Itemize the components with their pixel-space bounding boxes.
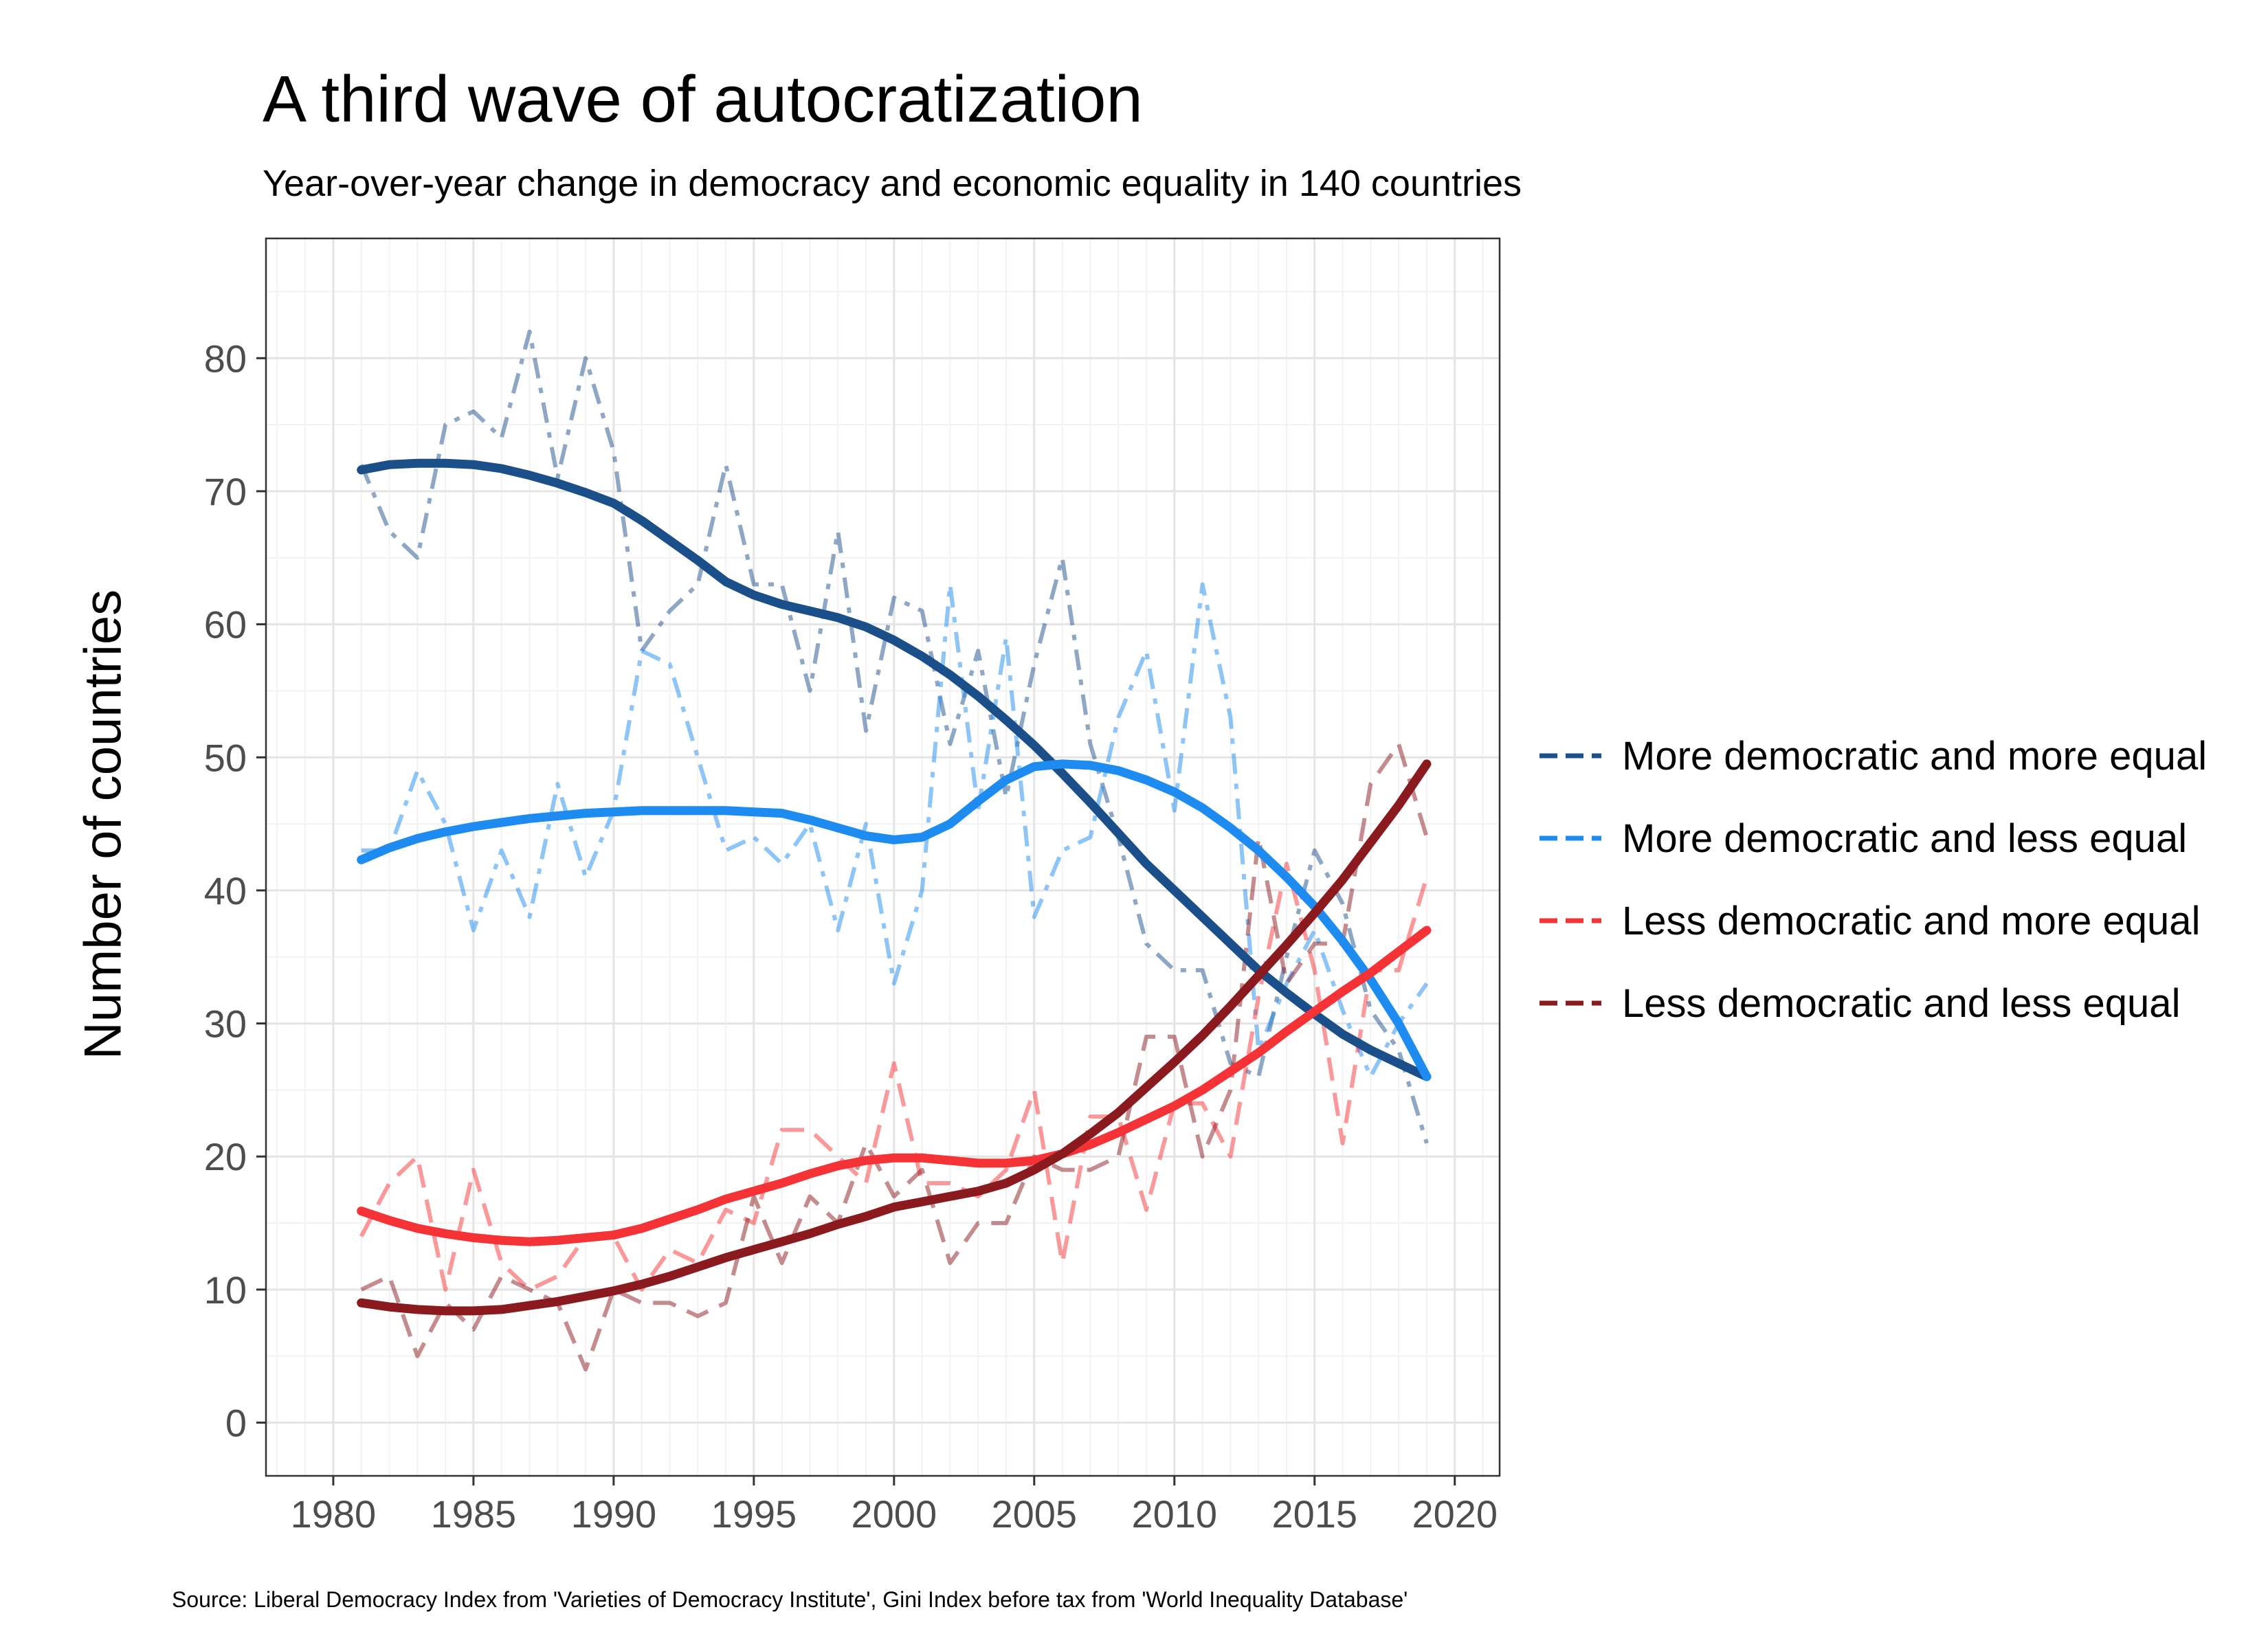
raw-line-4 xyxy=(360,741,1429,1372)
x-tick-label: 1995 xyxy=(711,1492,797,1536)
raw-line-3 xyxy=(359,862,1429,1292)
chart-subtitle: Year-over-year change in democracy and e… xyxy=(263,163,1522,204)
x-tick-label: 1980 xyxy=(291,1492,377,1536)
source-caption: Source: Liberal Democracy Index from 'Va… xyxy=(172,1587,1408,1612)
x-tick-label: 1985 xyxy=(431,1492,517,1536)
y-tick-label: 10 xyxy=(204,1268,247,1312)
y-tick-label: 80 xyxy=(204,337,247,380)
major-gridlines xyxy=(266,238,1500,1476)
x-tick-label: 2020 xyxy=(1412,1492,1498,1536)
legend-label: More democratic and more equal xyxy=(1622,733,2208,778)
legend-label: Less democratic and less equal xyxy=(1622,980,2181,1026)
trend-line-3 xyxy=(357,926,1432,1246)
y-tick-label: 60 xyxy=(204,603,247,647)
legend-item: More democratic and less equal xyxy=(1539,797,2207,879)
x-tick-label: 2015 xyxy=(1271,1492,1357,1536)
y-tick-label: 50 xyxy=(204,736,247,779)
trend-line-2 xyxy=(357,759,1432,1081)
x-tick-label: 2010 xyxy=(1131,1492,1217,1536)
legend-key xyxy=(1539,753,1601,759)
chart-title: A third wave of autocratization xyxy=(263,63,1143,136)
raw-series-lines xyxy=(359,329,1429,1372)
y-tick-label: 0 xyxy=(225,1402,247,1445)
legend: More democratic and more equal More democ… xyxy=(1539,715,2207,1044)
x-tick-label: 1990 xyxy=(571,1492,657,1536)
legend-key xyxy=(1539,835,1601,841)
y-tick-label: 30 xyxy=(204,1002,247,1046)
trend-line-1 xyxy=(357,458,1432,1081)
plot-panel-border xyxy=(265,237,1501,1477)
y-tick-label: 20 xyxy=(204,1135,247,1178)
x-tick-label: 2005 xyxy=(992,1492,1078,1536)
y-tick-label: 70 xyxy=(204,470,247,513)
legend-key xyxy=(1539,918,1601,923)
trend-line-4 xyxy=(357,759,1432,1316)
y-axis: 0 10 20 30 40 50 60 70 80 xyxy=(204,337,266,1445)
raw-line-1 xyxy=(359,329,1429,1144)
x-tick-label: 2000 xyxy=(852,1492,937,1536)
legend-item: More democratic and more equal xyxy=(1539,715,2207,797)
legend-item: Less democratic and less equal xyxy=(1539,962,2207,1044)
trend-series-lines xyxy=(357,458,1432,1316)
x-axis: 1980 1985 1990 1995 2000 2005 2010 2015 2020 xyxy=(291,1476,1498,1536)
y-tick-label: 40 xyxy=(204,869,247,912)
raw-line-2 xyxy=(361,582,1429,1079)
minor-gridlines xyxy=(266,238,1500,1476)
legend-label: Less democratic and more equal xyxy=(1622,898,2201,943)
legend-item: Less democratic and more equal xyxy=(1539,879,2207,962)
legend-label: More democratic and less equal xyxy=(1622,816,2188,861)
legend-key xyxy=(1539,1000,1601,1006)
